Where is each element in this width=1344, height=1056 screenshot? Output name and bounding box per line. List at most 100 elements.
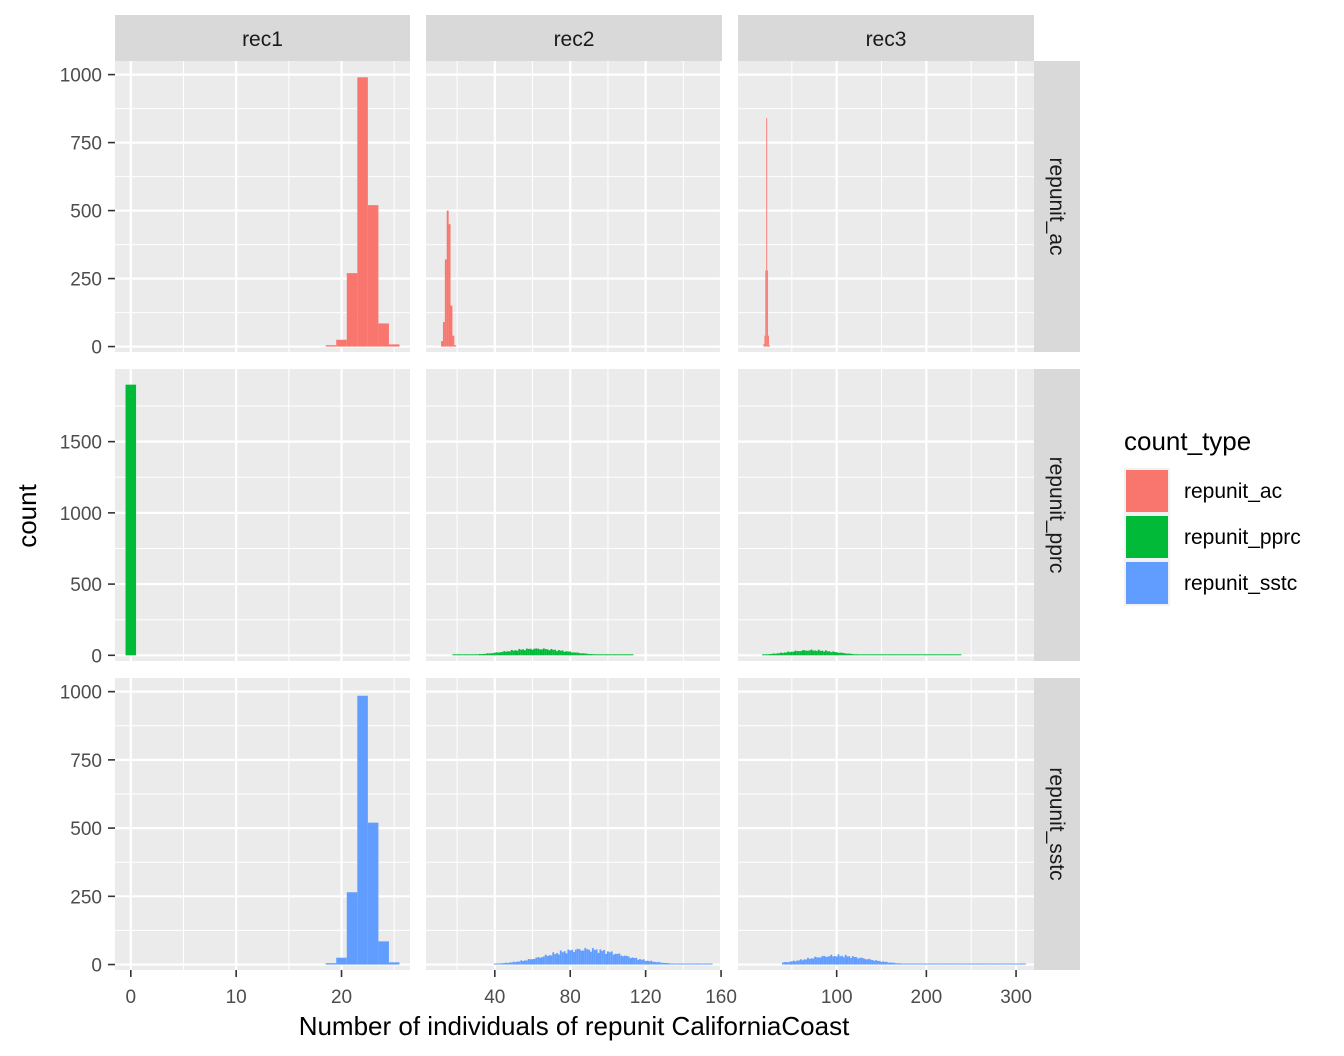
histogram-bar xyxy=(828,956,831,965)
histogram-bar xyxy=(454,654,457,656)
facet-label-rec2: rec2 xyxy=(554,28,595,51)
histogram-bar xyxy=(561,952,564,965)
histogram-bar xyxy=(614,654,617,656)
histogram-bar xyxy=(559,950,562,965)
histogram-bar xyxy=(599,949,602,965)
histogram-bar xyxy=(497,652,500,656)
histogram-bar xyxy=(608,952,611,965)
histogram-bar xyxy=(767,270,769,347)
histogram-bar xyxy=(918,963,921,965)
histogram-bar xyxy=(764,654,766,656)
histogram-bar xyxy=(622,956,624,965)
histogram-bar xyxy=(916,654,919,656)
histogram-bar xyxy=(850,653,852,656)
histogram-bar xyxy=(787,651,790,656)
panel-rec3-repunit_pprc xyxy=(738,369,1034,661)
facet-label-rec3: rec3 xyxy=(866,28,907,51)
histogram-bar xyxy=(887,962,890,965)
histogram-bar xyxy=(484,653,487,656)
histogram-bar xyxy=(580,950,583,965)
histogram-bar xyxy=(672,963,675,965)
histogram-bar xyxy=(533,648,536,656)
histogram-bar xyxy=(855,957,858,965)
facet-strip-rec3 xyxy=(738,15,1034,61)
histogram-bar xyxy=(1009,963,1012,965)
histogram-bar xyxy=(769,653,772,656)
histogram-bar xyxy=(482,653,485,656)
histogram-bar xyxy=(763,343,765,347)
histogram-bar xyxy=(914,654,917,656)
histogram-bar xyxy=(812,650,815,656)
histogram-bar xyxy=(768,345,770,347)
histogram-bar xyxy=(588,654,591,656)
histogram-bar xyxy=(875,654,878,656)
histogram-bar xyxy=(593,654,596,656)
histogram-bar xyxy=(507,651,509,656)
histogram-bar xyxy=(785,962,788,965)
histogram-bar xyxy=(493,963,496,965)
y-tick-label: 250 xyxy=(70,270,102,291)
histogram-bar xyxy=(605,953,607,965)
y-tick-label: 500 xyxy=(70,575,102,596)
y-tick-label: 0 xyxy=(91,646,102,667)
histogram-bar xyxy=(764,335,766,347)
histogram-bar xyxy=(623,955,626,965)
histogram-bar xyxy=(830,652,833,656)
histogram-bar xyxy=(945,654,947,656)
histogram-bar xyxy=(765,270,767,347)
histogram-bar xyxy=(884,961,886,965)
histogram-bar xyxy=(882,961,885,965)
histogram-bar xyxy=(902,963,904,965)
histogram-bar xyxy=(595,654,598,656)
histogram-bar xyxy=(984,963,987,965)
histogram-bar xyxy=(878,960,881,965)
histogram-bar xyxy=(491,653,494,656)
y-tick-label: 1000 xyxy=(60,683,102,704)
panel-rec1-repunit_pprc xyxy=(115,369,410,661)
histogram-bar xyxy=(787,962,790,965)
histogram-bar xyxy=(599,654,602,656)
x-tick-label: 160 xyxy=(705,987,737,1008)
histogram-bar xyxy=(486,653,489,656)
histogram-bar xyxy=(911,963,913,965)
histogram-bar xyxy=(467,654,470,656)
histogram-bar xyxy=(708,963,711,965)
x-tick-label: 300 xyxy=(1000,987,1032,1008)
histogram-bar xyxy=(625,654,628,656)
histogram-bar xyxy=(552,649,555,656)
histogram-bar xyxy=(450,305,453,347)
histogram-bar xyxy=(665,962,668,965)
histogram-bar xyxy=(946,963,949,965)
bars-rec3-repunit_pprc xyxy=(762,649,962,656)
histogram-bar xyxy=(860,654,863,656)
histogram-bar xyxy=(927,654,930,656)
histogram-bar xyxy=(537,957,540,965)
histogram-bar xyxy=(1024,963,1026,965)
histogram-bar xyxy=(920,963,922,965)
histogram-bar xyxy=(790,651,793,656)
histogram-bar xyxy=(524,650,526,656)
histogram-bar xyxy=(488,653,491,656)
histogram-bar xyxy=(582,950,585,965)
histogram-bar xyxy=(606,654,609,656)
histogram-bar xyxy=(950,963,953,965)
histogram-bar xyxy=(527,648,530,656)
histogram-bar xyxy=(853,654,856,656)
histogram-bar xyxy=(578,949,581,965)
histogram-bar xyxy=(898,654,901,656)
histogram-bar xyxy=(705,963,707,965)
histogram-bar xyxy=(525,648,528,656)
histogram-bar xyxy=(923,654,926,656)
histogram-bar xyxy=(652,961,655,965)
histogram-bar xyxy=(869,654,872,656)
histogram-bar xyxy=(646,960,649,965)
histogram-bar xyxy=(833,956,836,965)
histogram-bar xyxy=(701,963,704,965)
histogram-bar xyxy=(772,653,775,656)
histogram-bar xyxy=(925,963,928,965)
histogram-bar xyxy=(684,963,687,965)
histogram-bar xyxy=(650,960,653,965)
histogram-bar xyxy=(936,963,939,965)
panel-background xyxy=(738,369,1034,661)
histogram-bar xyxy=(939,963,942,965)
